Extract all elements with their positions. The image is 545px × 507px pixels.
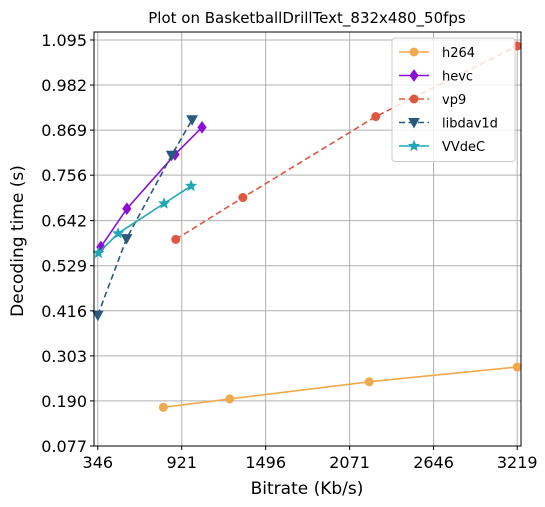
y-axis-label: Decoding time (s) (8, 165, 28, 317)
y-tick-label: 0.416 (41, 302, 87, 321)
data-point-vvdec (185, 179, 198, 192)
x-tick-label: 921 (166, 453, 197, 472)
legend-entry: hevc (399, 69, 473, 85)
y-tick-label: 0.529 (41, 257, 87, 276)
y-tick-label: 0.642 (41, 212, 87, 231)
data-point-libdav1d (165, 150, 178, 162)
chart-title: Plot on BasketballDrillText_832x480_50fp… (148, 9, 466, 28)
x-tick-label: 3219 (497, 453, 538, 472)
legend-label: vp9 (442, 93, 466, 108)
data-point-vvdec (112, 227, 125, 239)
data-point-h264 (225, 394, 235, 404)
y-tick-label: 0.303 (41, 347, 87, 366)
legend-entry: VVdeC (399, 139, 485, 155)
series-libdav1d (91, 115, 198, 322)
data-point-hevc (122, 202, 132, 216)
data-point-vp9 (238, 193, 248, 203)
y-tick-label: 0.982 (41, 76, 87, 95)
legend-box (391, 37, 516, 162)
data-point-h264 (512, 362, 522, 372)
data-point-h264 (158, 402, 168, 412)
plot-frame (93, 31, 522, 447)
data-point-libdav1d (120, 234, 133, 245)
legend-entry: h264 (399, 46, 475, 61)
legend-label: hevc (442, 70, 473, 85)
data-point-libdav1d (186, 115, 198, 126)
x-tick-label: 2646 (413, 453, 454, 472)
series-line-h264 (163, 366, 518, 409)
x-tick-label: 346 (83, 453, 114, 472)
legend-marker (409, 69, 419, 82)
y-tick-label: 1.095 (41, 31, 87, 50)
x-tick-label: 2071 (329, 453, 370, 472)
legend-marker (407, 139, 421, 152)
axis-ticks: 346 921 1496 2071 2646 3219 0.077 0.190 0.303 0.4… (41, 31, 537, 472)
legend-entry: libdav1d (399, 117, 498, 132)
data-point-vp9 (171, 234, 181, 244)
legend-entry: vp9 (399, 93, 466, 108)
series-line-hevc (100, 126, 203, 248)
legend-label: VVdeC (442, 140, 485, 155)
legend-label: h264 (442, 46, 475, 61)
series-h264 (158, 362, 522, 412)
y-tick-label: 0.756 (41, 166, 87, 185)
x-tick-label: 1496 (245, 453, 286, 472)
data-point-libdav1d (91, 310, 104, 322)
data-point-vvdec (92, 246, 105, 259)
legend-marker (409, 47, 419, 57)
legend-marker (409, 94, 419, 104)
data-point-vp9 (371, 112, 381, 122)
data-point-h264 (364, 377, 374, 387)
data-point-hevc (197, 120, 207, 134)
series-vvdec (92, 179, 198, 259)
y-tick-label: 0.190 (41, 392, 87, 411)
x-axis-label: Bitrate (Kb/s) (251, 479, 364, 499)
series-line-vvdec (97, 185, 192, 254)
legend: h264 hevc vp9 libdav1d VVdeC (391, 37, 516, 162)
data-point-vvdec (158, 197, 171, 209)
legend-marker (408, 118, 420, 129)
legend-label: libdav1d (442, 117, 498, 132)
series-line-libdav1d (97, 119, 193, 316)
y-tick-label: 0.077 (41, 437, 87, 456)
y-tick-label: 0.869 (41, 121, 87, 140)
